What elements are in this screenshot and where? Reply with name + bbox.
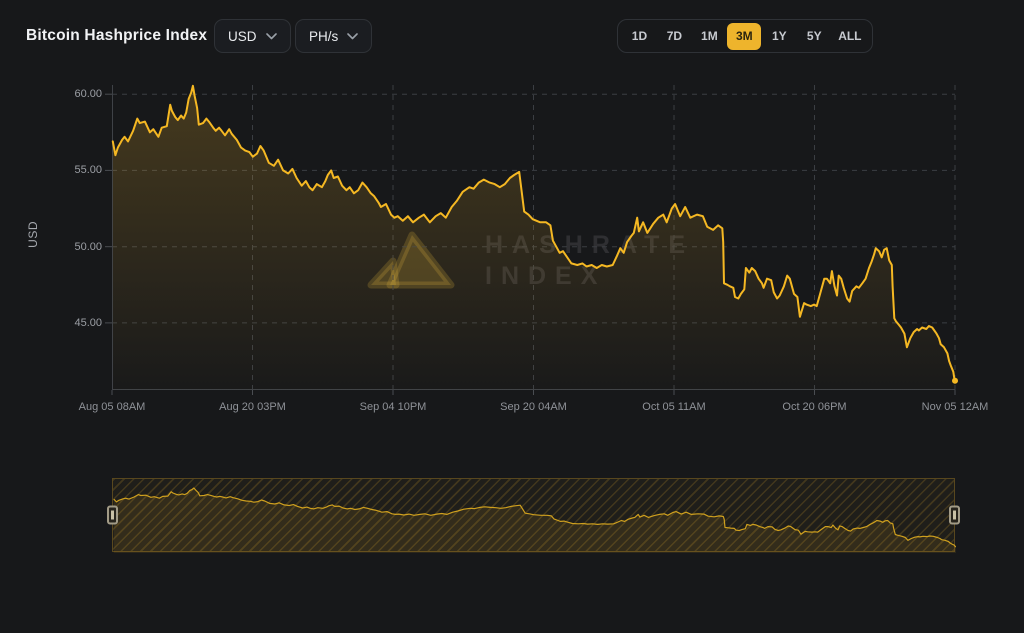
y-tick-label: 50.00 bbox=[74, 240, 102, 253]
chevron-down-icon bbox=[265, 32, 277, 40]
navigator[interactable] bbox=[107, 478, 960, 553]
currency-dropdown[interactable]: USD bbox=[214, 19, 291, 53]
range-button-3m[interactable]: 3M bbox=[727, 22, 762, 50]
range-button-all[interactable]: ALL bbox=[832, 23, 867, 50]
navigator-right-handle[interactable] bbox=[949, 505, 960, 525]
unit-dropdown-value: PH/s bbox=[309, 28, 339, 44]
range-button-1d[interactable]: 1D bbox=[622, 23, 656, 50]
range-button-1m[interactable]: 1M bbox=[692, 23, 726, 50]
chevron-down-icon bbox=[347, 32, 359, 40]
x-tick-label: Oct 20 06PM bbox=[782, 401, 847, 413]
navigator-left-handle[interactable] bbox=[107, 505, 118, 525]
y-axis-title: USD bbox=[26, 221, 40, 248]
unit-dropdown[interactable]: PH/s bbox=[295, 19, 373, 53]
y-tick-label: 45.00 bbox=[74, 316, 102, 329]
range-button-1y[interactable]: 1Y bbox=[762, 23, 796, 50]
x-tick-label: Aug 20 03PM bbox=[219, 401, 286, 413]
range-button-7d[interactable]: 7D bbox=[657, 23, 691, 50]
range-button-group: 1D 7D 1M 3M 1Y 5Y ALL bbox=[617, 19, 873, 53]
x-tick-label: Nov 05 12AM bbox=[921, 401, 989, 413]
plot-area[interactable] bbox=[105, 84, 958, 395]
x-tick-label: Aug 05 08AM bbox=[78, 401, 146, 413]
x-tick-label: Oct 05 11AM bbox=[642, 401, 706, 413]
y-tick-label: 55.00 bbox=[74, 164, 102, 177]
currency-dropdown-value: USD bbox=[228, 28, 257, 44]
y-tick-label: 60.00 bbox=[74, 88, 102, 101]
page-title: Bitcoin Hashprice Index bbox=[26, 27, 208, 44]
x-tick-label: Sep 20 04AM bbox=[500, 401, 567, 413]
range-button-5y[interactable]: 5Y bbox=[797, 23, 831, 50]
x-tick-label: Sep 04 10PM bbox=[359, 401, 427, 413]
navigator-mini-chart bbox=[113, 487, 956, 553]
